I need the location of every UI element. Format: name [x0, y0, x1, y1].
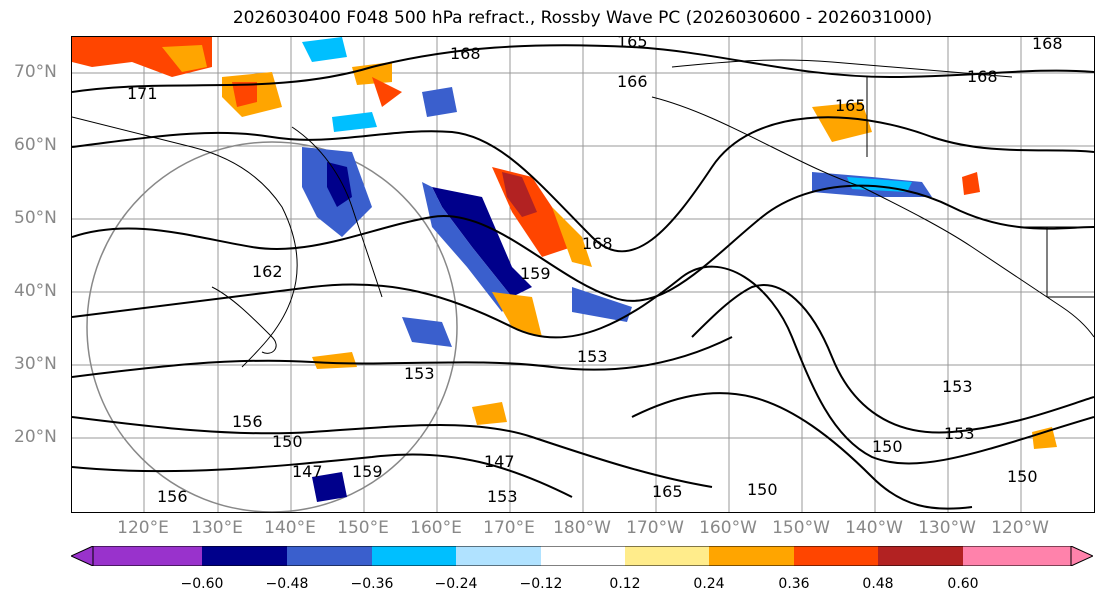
lon-label-130w: 130°W: [918, 518, 976, 538]
contour-label: 159: [352, 462, 383, 481]
lon-label-120e: 120°E: [117, 518, 169, 538]
colorbar-segment: [372, 546, 456, 566]
colorbar-segment: [456, 546, 541, 566]
colorbar-tick: 0.36: [778, 576, 810, 592]
contour-label: 156: [232, 412, 263, 431]
map-canvas: 165 168 171 166 168 165 168 162 168 159 …: [72, 37, 1094, 512]
colorbar-segment: [202, 546, 287, 566]
contour-label: 153: [577, 347, 608, 366]
coastlines: [72, 59, 1094, 368]
lat-label-40: 40°N: [14, 281, 57, 301]
lon-label-180w: 180°W: [553, 518, 611, 538]
lon-label-170e: 170°E: [483, 518, 535, 538]
lon-label-140e: 140°E: [264, 518, 316, 538]
height-contours: [72, 44, 1094, 510]
colorbar-tick: 0.48: [862, 576, 894, 592]
colorbar-tick: −0.36: [350, 576, 394, 592]
map-panel[interactable]: 165 168 171 166 168 165 168 162 168 159 …: [71, 36, 1095, 513]
contour-label: 165: [835, 96, 866, 115]
contour-label: 166: [617, 72, 648, 91]
colorbar-segment: [878, 546, 963, 566]
colorbar-segment: [93, 546, 202, 566]
contour-label: 153: [942, 377, 973, 396]
colorbar-tick: −0.60: [180, 576, 224, 592]
colorbar-segment: [963, 546, 1071, 566]
lat-label-20: 20°N: [14, 427, 57, 447]
colorbar-tick: 0.60: [947, 576, 979, 592]
lon-label-150e: 150°E: [337, 518, 389, 538]
contour-label: 162: [252, 262, 283, 281]
contour-label: 150: [872, 437, 903, 456]
colorbar-segment: [794, 546, 878, 566]
contour-label: 168: [1032, 37, 1063, 53]
lon-label-130e: 130°E: [191, 518, 243, 538]
lat-label-70: 70°N: [14, 62, 57, 82]
contour-label: 165: [652, 482, 683, 501]
contour-label: 147: [292, 462, 323, 481]
contour-label: 156: [157, 487, 188, 506]
contour-label: 168: [967, 67, 998, 86]
contour-label: 150: [272, 432, 303, 451]
contour-label: 159: [520, 264, 551, 283]
contour-label: 150: [1007, 467, 1038, 486]
lon-label-170w: 170°W: [626, 518, 684, 538]
lon-label-120w: 120°W: [991, 518, 1049, 538]
lat-label-60: 60°N: [14, 135, 57, 155]
lon-label-140w: 140°W: [845, 518, 903, 538]
refractivity-shading: [72, 37, 1057, 502]
lon-label-150w: 150°W: [772, 518, 830, 538]
contour-label: 171: [127, 84, 158, 103]
colorbar-tick: −0.48: [265, 576, 309, 592]
graticule: [72, 37, 1094, 512]
range-circle: [86, 141, 458, 512]
contour-label: 147: [484, 452, 515, 471]
contour-labels: 165 168 171 166 168 165 168 162 168 159 …: [127, 37, 1063, 506]
colorbar-tick: −0.12: [519, 576, 563, 592]
contour-label: 153: [487, 487, 518, 506]
colorbar-segment: [541, 546, 625, 566]
contour-label: 168: [450, 44, 481, 63]
colorbar-segment: [287, 546, 372, 566]
lon-label-160e: 160°E: [410, 518, 462, 538]
colorbar-tick: 0.24: [693, 576, 725, 592]
contour-label: 168: [582, 234, 613, 253]
colorbar-tick: −0.24: [434, 576, 478, 592]
contour-label: 153: [944, 424, 975, 443]
contour-label: 150: [747, 480, 778, 499]
colorbar-tick: 0.12: [609, 576, 641, 592]
colorbar-segment: [625, 546, 709, 566]
colorbar-segment: [709, 546, 794, 566]
lat-label-30: 30°N: [14, 354, 57, 374]
colorbar: [71, 546, 1093, 566]
lat-label-50: 50°N: [14, 208, 57, 228]
contour-label: 153: [404, 364, 435, 383]
map-title: 2026030400 F048 500 hPa refract., Rossby…: [232, 8, 933, 28]
lon-label-160w: 160°W: [699, 518, 757, 538]
contour-label: 165: [617, 37, 648, 51]
